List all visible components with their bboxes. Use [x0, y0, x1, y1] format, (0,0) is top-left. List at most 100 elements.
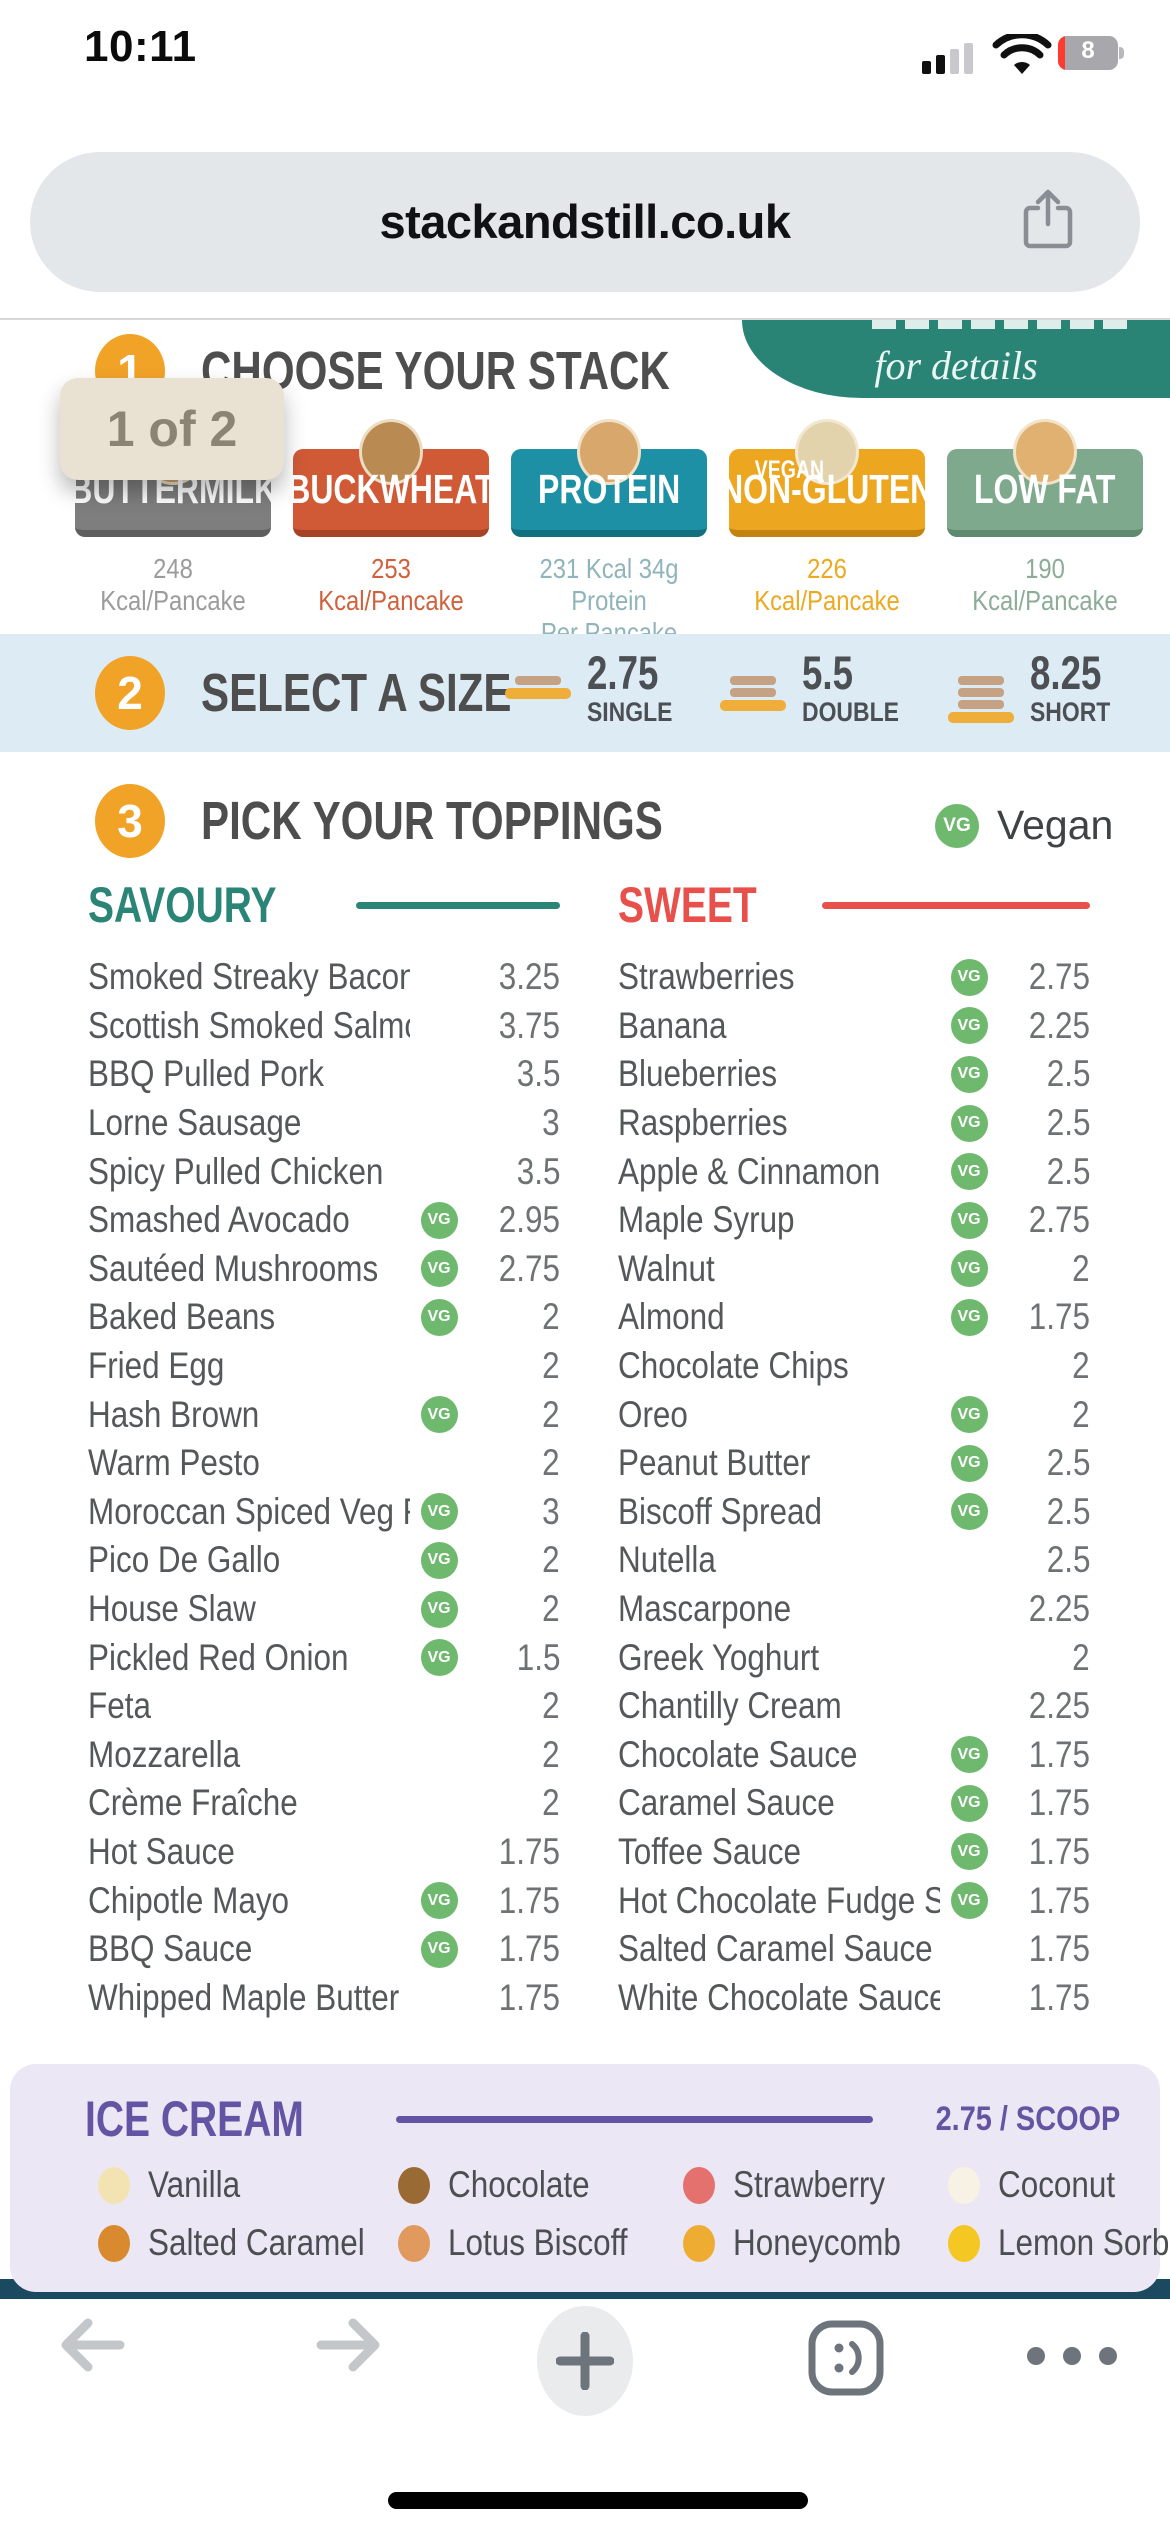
menu-item-row: Chocolate Sauce VG 1.75	[618, 1731, 1090, 1780]
back-button[interactable]	[58, 2314, 128, 2381]
vegan-badge-icon: VG	[950, 1784, 988, 1822]
item-price: 3.5	[516, 1150, 560, 1192]
battery-icon: 8	[1058, 36, 1124, 70]
vegan-badge-icon: VG	[420, 1882, 458, 1920]
forward-button[interactable]	[313, 2314, 383, 2381]
size-option[interactable]: 5.5 DOUBLE	[720, 648, 916, 728]
menu-item-row: Hot Chocolate Fudge Sauce VG 1.75	[618, 1876, 1090, 1925]
item-price: 1.75	[498, 1830, 560, 1872]
item-price: 2	[542, 1685, 560, 1727]
item-name: Hot Chocolate Fudge Sauce	[618, 1879, 940, 1921]
vegan-badge-icon: VG	[950, 1493, 988, 1531]
item-price: 3.5	[516, 1053, 560, 1095]
item-name: Crème Fraîche	[88, 1782, 298, 1824]
menu-item-row: Greek Yoghurt VG 2	[618, 1633, 1090, 1682]
stack-button[interactable]: LOW FAT	[947, 419, 1143, 537]
stack-tag: VEGAN	[754, 456, 825, 484]
menu-button[interactable]	[1022, 2344, 1122, 2373]
url-text[interactable]: stackandstill.co.uk	[379, 195, 791, 248]
vegan-badge-icon: VG	[420, 1930, 458, 1968]
vegan-badge-icon: VG	[420, 1250, 458, 1288]
menu-item-row: Pickled Red Onion VG 1.5	[88, 1633, 560, 1682]
savoury-header: SAVOURY	[88, 876, 560, 934]
ice-cream-divider	[395, 2115, 873, 2123]
pancake-photo	[1013, 419, 1077, 485]
item-price: 2.25	[1028, 1588, 1090, 1630]
stack-kcal-info: 253 Kcal/Pancake	[318, 553, 464, 617]
item-name: Banana	[618, 1004, 727, 1046]
address-bar[interactable]: stackandstill.co.uk	[30, 152, 1140, 292]
step3-title: PICK YOUR TOPPINGS	[201, 791, 663, 851]
corner-ribbon: for details	[742, 320, 1170, 398]
menu-item-row: Blueberries VG 2.5	[618, 1050, 1090, 1099]
tabs-button[interactable]	[806, 2318, 886, 2403]
pancake-stack-icon	[505, 676, 571, 699]
menu-item-row: Hot Sauce VG 1.75	[88, 1828, 560, 1877]
item-price: 2	[542, 1442, 560, 1484]
share-icon[interactable]	[1022, 186, 1074, 259]
size-option[interactable]: 8.25 SHORT	[948, 648, 1125, 728]
vegan-badge-icon: VG	[950, 1833, 988, 1871]
item-price: 2	[1072, 1393, 1090, 1435]
item-name: Biscoff Spread	[618, 1490, 822, 1532]
item-name: BBQ Sauce	[88, 1928, 253, 1970]
item-name: Pico De Gallo	[88, 1539, 281, 1581]
menu-item-row: Spicy Pulled Chicken VG 3.5	[88, 1147, 560, 1196]
flavour-item: Lotus Biscoff VG	[398, 2222, 683, 2264]
item-name: Baked Beans	[88, 1296, 276, 1338]
menu-item-row: Salted Caramel Sauce VG 1.75	[618, 1925, 1090, 1974]
item-name: Warm Pesto	[88, 1442, 260, 1484]
pancake-stack-icon	[948, 676, 1015, 723]
menu-item-row: BBQ Sauce VG 1.75	[88, 1925, 560, 1974]
ribbon-text: for details	[874, 343, 1038, 388]
menu-item-row: Scottish Smoked Salmon VG 3.75	[88, 1002, 560, 1051]
item-name: Maple Syrup	[618, 1199, 795, 1241]
item-name: Pickled Red Onion	[88, 1636, 349, 1678]
wifi-icon	[992, 31, 1052, 83]
item-price: 2.75	[1028, 1199, 1090, 1241]
find-match-counter: 1 of 2	[60, 378, 284, 480]
menu-item-row: Sautéed Mushrooms VG 2.75	[88, 1245, 560, 1294]
stack-name: BUCKWHEAT	[287, 466, 495, 512]
stack-button[interactable]: VEGAN NON-GLUTEN	[720, 419, 934, 537]
menu-item-row: Chocolate Chips VG 2	[618, 1342, 1090, 1391]
savoury-title: SAVOURY	[88, 877, 277, 933]
item-name: BBQ Pulled Pork	[88, 1053, 324, 1095]
size-label: SHORT	[1030, 697, 1111, 728]
stack-button[interactable]: PROTEIN	[511, 419, 707, 537]
item-name: Almond	[618, 1296, 725, 1338]
item-price: 2	[1072, 1247, 1090, 1289]
item-price: 2	[542, 1782, 560, 1824]
vegan-badge-icon: VG	[420, 1541, 458, 1579]
menu-item-row: Smoked Streaky Bacon VG 3.25	[88, 953, 560, 1002]
item-name: Raspberries	[618, 1102, 788, 1144]
vegan-badge-icon: VG	[935, 803, 979, 848]
item-name: Strawberries	[618, 956, 795, 998]
item-price: 3.25	[498, 956, 560, 998]
stack-kcal-info: 248 Kcal/Pancake	[100, 553, 246, 617]
stack-button[interactable]: BUCKWHEAT	[287, 419, 495, 537]
new-tab-button[interactable]	[537, 2306, 633, 2416]
menu-item-row: Apple & Cinnamon VG 2.5	[618, 1147, 1090, 1196]
flavour-dot	[948, 2166, 980, 2204]
item-price: 2.5	[1046, 1053, 1090, 1095]
sweet-list: Strawberries VG 2.75 Banana VG 2.25 Blue…	[618, 953, 1090, 2022]
item-price: 2	[542, 1733, 560, 1775]
item-name: Blueberries	[618, 1053, 778, 1095]
item-price: 2	[1072, 1345, 1090, 1387]
vegan-legend-label: Vegan	[997, 802, 1114, 848]
size-option[interactable]: 2.75 SINGLE	[505, 648, 688, 728]
item-name: Greek Yoghurt	[618, 1636, 820, 1678]
vegan-badge-icon: VG	[950, 1007, 988, 1045]
vegan-badge-icon: VG	[950, 1882, 988, 1920]
stack-option: VEGAN NON-GLUTEN 226 Kcal/Pancake	[720, 419, 934, 650]
menu-item-row: Strawberries VG 2.75	[618, 953, 1090, 1002]
item-price: 2.5	[1046, 1442, 1090, 1484]
pancake-stack-icon	[720, 676, 786, 711]
item-price: 2	[542, 1296, 560, 1338]
home-indicator[interactable]	[388, 2492, 808, 2509]
flavour-dot	[98, 2224, 130, 2262]
vegan-badge-icon: VG	[420, 1639, 458, 1677]
item-price: 1.75	[1028, 1928, 1090, 1970]
